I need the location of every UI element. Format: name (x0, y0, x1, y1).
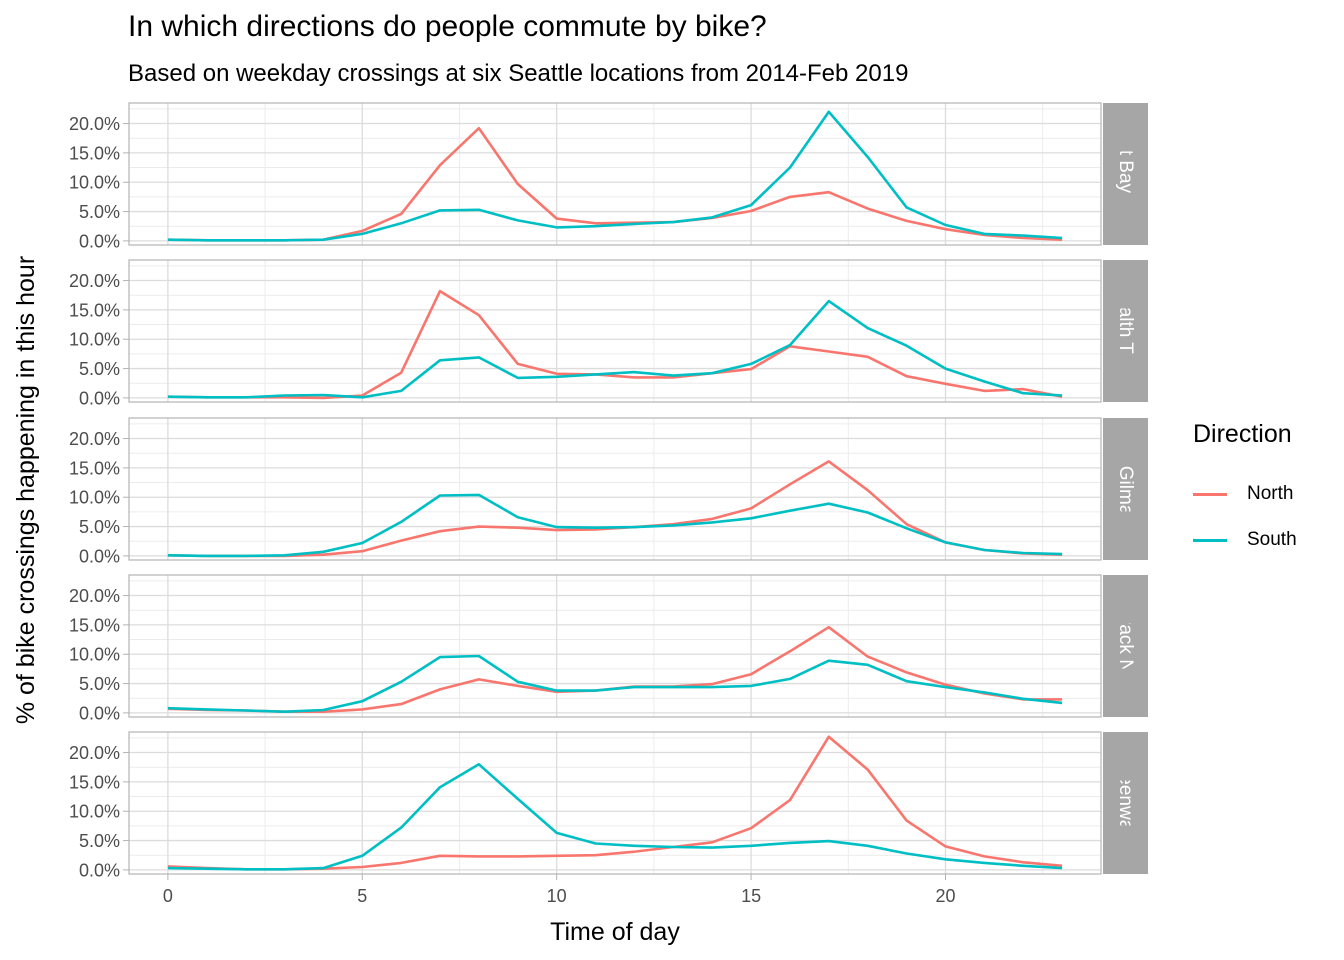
y-tick-label: 5.0% (79, 674, 120, 694)
series-line-south (167, 110, 1063, 242)
x-tick-label: 20 (935, 886, 955, 906)
y-tick-label: 10.0% (69, 802, 120, 822)
y-tick-label: 10.0% (69, 330, 120, 350)
y-tick-label: 5.0% (79, 517, 120, 537)
panel-border (128, 102, 1102, 246)
legend-key-south (1193, 538, 1227, 542)
series-line-north (167, 460, 1063, 558)
facet-strip (1103, 418, 1148, 560)
y-tick-label: 10.0% (69, 173, 120, 193)
legend-label-south: South (1247, 529, 1297, 550)
y-tick-label: 5.0% (79, 359, 120, 379)
y-tick-label: 5.0% (79, 831, 120, 851)
chart-title: In which directions do people commute by… (128, 10, 767, 43)
y-tick-label: 15.0% (69, 300, 120, 320)
y-tick-label: 0.0% (79, 703, 120, 723)
legend: Direction North South (1193, 420, 1297, 563)
facet-strip-label: Elliot Bay Trail (1115, 114, 1136, 234)
y-tick-label: 0.0% (79, 388, 120, 408)
legend-item-north: North (1193, 471, 1297, 517)
facet-strip-label: Sealth Trail (1115, 283, 1136, 378)
y-tick-label: 0.0% (79, 860, 120, 880)
facet-strip (1103, 732, 1148, 874)
x-tick-label: 10 (547, 886, 567, 906)
y-tick-label: 20.0% (69, 743, 120, 763)
y-tick-label: 15.0% (69, 143, 120, 163)
facet-strip (1103, 103, 1148, 245)
x-axis-title: Time of day (550, 918, 680, 946)
legend-item-south: South (1193, 517, 1297, 563)
panel-border (128, 574, 1102, 718)
facet-strip-label: Broadway Cycle Track North Of E Union St (1115, 465, 1136, 828)
y-tick-label: 20.0% (69, 271, 120, 291)
y-tick-label: 15.0% (69, 772, 120, 792)
x-tick-label: 0 (163, 886, 173, 906)
y-tick-label: 20.0% (69, 586, 120, 606)
facet-strip-label: Burke Gilman Trail (1115, 411, 1136, 567)
legend-label-north: North (1247, 483, 1294, 504)
y-tick-label: 20.0% (69, 429, 120, 449)
y-tick-label: 15.0% (69, 458, 120, 478)
y-tick-label: 5.0% (79, 202, 120, 222)
series-line-south (167, 762, 1063, 871)
facet-strip-label: 39th Ave NE Greenway at NE 62nd St (1115, 643, 1136, 960)
panel-border (128, 731, 1102, 875)
series-line-north (167, 126, 1063, 242)
x-tick-label: 5 (357, 886, 367, 906)
series-line-south (167, 654, 1063, 714)
y-tick-label: 0.0% (79, 546, 120, 566)
series-line-south (167, 299, 1063, 399)
facet-strip (1103, 575, 1148, 717)
chart-subtitle: Based on weekday crossings at six Seattl… (128, 60, 909, 87)
legend-key-north (1193, 492, 1227, 496)
series-line-north (167, 289, 1063, 400)
panel-border (128, 259, 1102, 403)
legend-title: Direction (1193, 420, 1292, 448)
y-axis-title: % of bike crossings happening in this ho… (12, 256, 40, 724)
y-tick-label: 15.0% (69, 615, 120, 635)
y-tick-label: 0.0% (79, 231, 120, 251)
x-tick-label: 15 (741, 886, 761, 906)
y-tick-label: 20.0% (69, 114, 120, 134)
series-line-north (167, 735, 1063, 871)
panel-border (128, 417, 1102, 561)
y-tick-label: 10.0% (69, 645, 120, 665)
y-tick-label: 10.0% (69, 488, 120, 508)
facet-strip (1103, 260, 1148, 402)
series-line-south (167, 493, 1063, 558)
